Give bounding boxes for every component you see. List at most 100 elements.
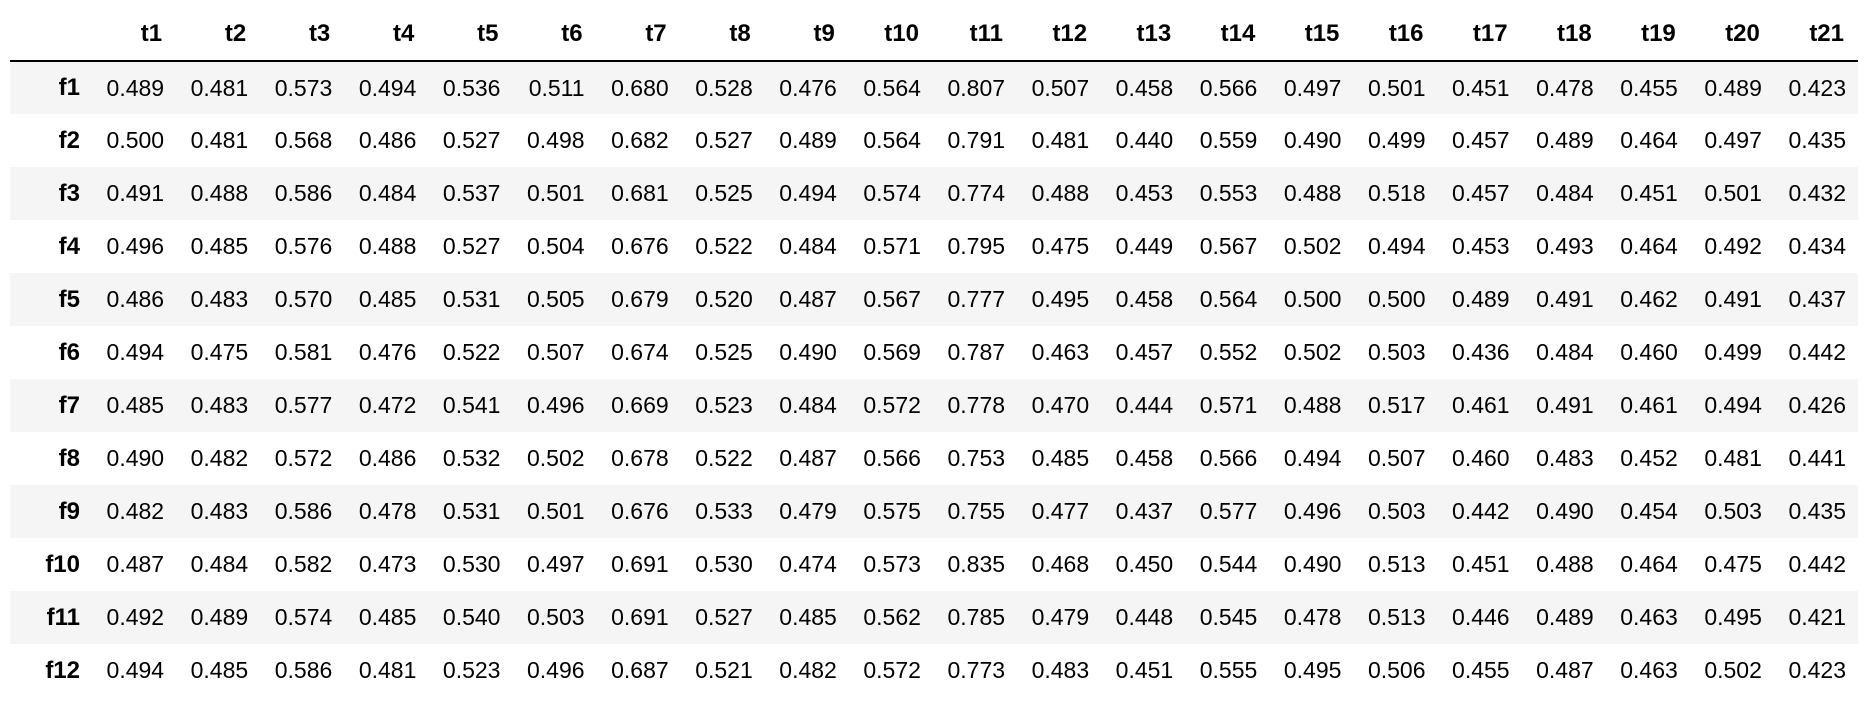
table-cell: 0.457	[1452, 127, 1510, 153]
table-cell: 0.494	[779, 180, 837, 206]
table-cell: 0.507	[1367, 445, 1426, 471]
table-cell: 0.787	[947, 339, 1006, 365]
table-cell: 0.500	[1367, 286, 1426, 312]
table-cell: 0.496	[1283, 498, 1342, 524]
table-cell: 0.461	[1620, 392, 1678, 418]
table-cell: 0.485	[1031, 445, 1090, 471]
table-header: t1 t2 t3 t4 t5 t6 t7 t8 t9 t10 t11 t12 t13 t14 t15 t16 t…	[10, 8, 1858, 62]
table-cell: 0.778	[947, 392, 1006, 418]
table-cell: 0.479	[779, 498, 837, 524]
table-cell: 0.486	[358, 127, 417, 153]
table-cell: 0.495	[1283, 657, 1342, 683]
table-cell: 0.570	[274, 286, 333, 312]
table-cell: 0.518	[1367, 180, 1426, 206]
table-cell: 0.490	[1283, 551, 1342, 577]
table-cell: 0.489	[106, 74, 165, 101]
table-cell: 0.472	[358, 392, 417, 418]
table-cell: 0.575	[863, 498, 921, 524]
table-cell: 0.555	[1199, 657, 1258, 683]
table-cell: 0.483	[1031, 657, 1090, 683]
column-header-t13: t13	[1101, 8, 1186, 62]
table-cell: 0.451	[1452, 74, 1510, 101]
table-cell: 0.492	[1704, 233, 1762, 259]
table-cell: 0.464	[1620, 127, 1678, 153]
table-cell: 0.491	[1536, 392, 1594, 418]
table-cell: 0.489	[1536, 604, 1594, 630]
table-cell: 0.691	[611, 604, 669, 630]
row-label-f5: f5	[58, 285, 80, 313]
table-cell: 0.495	[1031, 286, 1090, 312]
table-cell: 0.452	[1620, 445, 1678, 471]
table-cell: 0.475	[1704, 551, 1762, 577]
table-cell: 0.489	[779, 127, 837, 153]
column-header-t9: t9	[764, 8, 849, 62]
table-cell: 0.511	[528, 74, 585, 101]
table-cell: 0.488	[1283, 180, 1342, 206]
table-cell: 0.520	[695, 286, 753, 312]
table-cell: 0.474	[779, 551, 837, 577]
table-cell: 0.530	[695, 551, 753, 577]
table-cell: 0.484	[358, 180, 417, 206]
table-cell: 0.571	[1199, 392, 1258, 418]
column-header-t11: t11	[932, 8, 1018, 62]
table-cell: 0.522	[442, 339, 501, 365]
table-cell: 0.494	[106, 657, 165, 683]
row-label-f12: f12	[45, 656, 80, 684]
table-cell: 0.525	[695, 339, 753, 365]
table-cell: 0.486	[358, 445, 417, 471]
dataframe-container: t1 t2 t3 t4 t5 t6 t7 t8 t9 t10 t11 t12 t13 t14 t15 t16 t…	[10, 8, 1858, 697]
table-cell: 0.791	[947, 127, 1006, 153]
table-cell: 0.572	[274, 445, 333, 471]
table-cell: 0.451	[1620, 180, 1678, 206]
row-label-f10: f10	[45, 550, 80, 578]
table-cell: 0.494	[1283, 445, 1342, 471]
row-label-f1: f1	[58, 74, 80, 101]
table-row: f6 0.494 0.475 0.581 0.476 0.522 0.507 0.674 0.5…	[10, 326, 1858, 379]
table-cell: 0.488	[190, 180, 249, 206]
column-header-t17: t17	[1437, 8, 1522, 62]
table-cell: 0.451	[1115, 657, 1174, 683]
table-cell: 0.576	[274, 233, 333, 259]
column-header-t12: t12	[1017, 8, 1102, 62]
table-cell: 0.485	[358, 286, 417, 312]
table-cell: 0.500	[1283, 286, 1342, 312]
table-cell: 0.517	[1367, 392, 1426, 418]
table-cell: 0.426	[1788, 392, 1846, 418]
table-cell: 0.476	[358, 339, 417, 365]
table-cell: 0.442	[1788, 339, 1846, 365]
index-corner-cell	[10, 8, 92, 62]
table-cell: 0.481	[1704, 445, 1762, 471]
table-cell: 0.446	[1452, 604, 1510, 630]
table-cell: 0.435	[1788, 127, 1846, 153]
table-cell: 0.582	[274, 551, 333, 577]
table-cell: 0.521	[695, 657, 753, 683]
table-row: f1 0.489 0.481 0.573 0.494 0.536 0.511 0.680 0.5…	[10, 61, 1858, 114]
table-cell: 0.496	[527, 392, 585, 418]
table-cell: 0.531	[442, 286, 501, 312]
table-cell: 0.503	[1704, 498, 1762, 524]
table-cell: 0.489	[1536, 127, 1594, 153]
table-cell: 0.481	[190, 74, 249, 101]
table-cell: 0.532	[442, 445, 501, 471]
table-cell: 0.484	[1536, 180, 1594, 206]
table-row: f9 0.482 0.483 0.586 0.478 0.531 0.501 0.676 0.5…	[10, 485, 1858, 538]
table-cell: 0.504	[527, 233, 585, 259]
table-cell: 0.481	[358, 657, 417, 683]
table-cell: 0.489	[1704, 74, 1762, 101]
table-cell: 0.785	[947, 604, 1006, 630]
table-cell: 0.566	[1199, 445, 1258, 471]
table-cell: 0.483	[190, 286, 249, 312]
table-cell: 0.680	[611, 74, 669, 101]
table-cell: 0.567	[863, 286, 921, 312]
row-label-f9: f9	[58, 497, 80, 525]
table-cell: 0.484	[1536, 339, 1594, 365]
column-header-t8: t8	[680, 8, 765, 62]
table-cell: 0.484	[190, 551, 249, 577]
table-cell: 0.435	[1788, 498, 1846, 524]
table-cell: 0.432	[1788, 180, 1846, 206]
table-cell: 0.463	[1031, 339, 1090, 365]
table-cell: 0.421	[1788, 604, 1846, 630]
table-cell: 0.478	[1536, 74, 1594, 101]
table-cell: 0.525	[695, 180, 753, 206]
table-cell: 0.807	[947, 74, 1006, 101]
